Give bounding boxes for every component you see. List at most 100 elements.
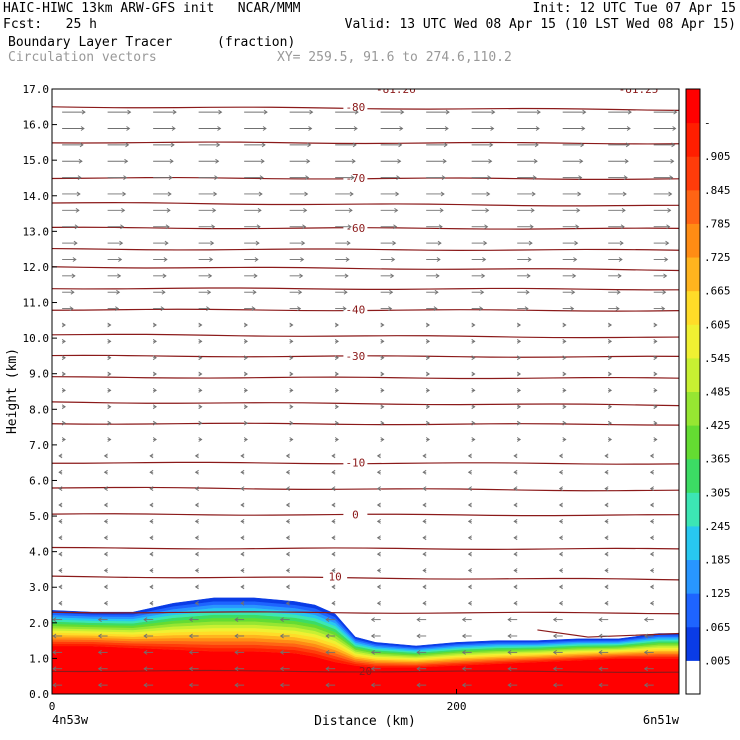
circulation-vector-head	[422, 469, 427, 475]
x-tick-label: 0	[49, 700, 56, 713]
circulation-vector-head	[240, 600, 245, 606]
circulation-vector-head	[516, 338, 522, 344]
circulation-vector-head	[123, 175, 128, 180]
circulation-vector-head	[103, 502, 108, 508]
circulation-vector-head	[103, 535, 108, 541]
circulation-vector-head	[425, 388, 430, 393]
circulation-vector-head	[343, 289, 348, 295]
circulation-vector-head	[103, 584, 108, 590]
circulation-vector-head	[467, 568, 472, 573]
circulation-vector-head	[434, 289, 439, 295]
circulation-vector-head	[643, 617, 648, 622]
colorbar-label: .845	[704, 184, 731, 197]
circulation-vector-head	[376, 453, 381, 459]
contour-label: -80	[345, 101, 365, 114]
circulation-vector-head	[143, 649, 148, 655]
circulation-vector-head	[285, 486, 290, 492]
circulation-vector-head	[607, 322, 613, 328]
colorbar-swatch	[686, 357, 700, 392]
circulation-vector-head	[58, 600, 63, 606]
circulation-vector-head	[240, 519, 245, 524]
circulation-vector-head	[558, 469, 563, 475]
colorbar-label: .785	[704, 217, 731, 230]
circulation-vector-head	[188, 633, 193, 639]
circulation-vector-head	[79, 142, 84, 148]
temperature-contour	[52, 247, 679, 251]
circulation-vector-head	[97, 649, 102, 655]
circulation-vector-head	[398, 142, 403, 148]
circulation-vector-head	[649, 519, 654, 524]
circulation-vector-head	[206, 306, 211, 311]
circulation-vector-head	[558, 551, 563, 557]
circulation-vector-head	[194, 486, 199, 492]
circulation-vector-head	[331, 453, 336, 459]
circulation-vector-head	[531, 191, 536, 197]
colorbar-swatch	[686, 525, 700, 561]
temperature-contour	[52, 611, 679, 615]
circulation-vector-head	[516, 388, 522, 393]
circulation-vector-head	[528, 240, 533, 246]
circulation-vector-head	[52, 649, 57, 655]
circulation-vector-head	[488, 158, 493, 164]
circulation-vector-head	[649, 535, 654, 541]
circulation-vector-head	[578, 175, 583, 180]
circulation-vector-head	[305, 175, 310, 180]
circulation-vector-head	[334, 437, 339, 442]
circulation-vector-head	[152, 437, 157, 442]
circulation-vector-head	[604, 502, 609, 508]
circulation-vector-head	[481, 273, 486, 279]
circulation-vector-head	[433, 306, 438, 311]
circulation-vector-head	[416, 617, 421, 622]
circulation-vector-head	[149, 584, 154, 590]
circulation-vector-head	[107, 322, 112, 328]
circulation-vector-head	[117, 273, 122, 279]
circulation-vector-head	[188, 617, 193, 622]
circulation-vector-head	[351, 158, 356, 164]
circulation-vector-head	[289, 371, 294, 377]
circulation-vector-head	[285, 568, 290, 573]
circulation-vector-head	[149, 453, 154, 459]
circulation-vector-head	[422, 535, 427, 541]
circulation-vector-head	[211, 224, 216, 230]
circulation-vector-head	[607, 371, 613, 377]
circulation-vector-head	[72, 257, 77, 262]
circulation-vector-head	[444, 126, 449, 131]
colorbar-swatch	[686, 391, 700, 426]
circulation-vector-head	[334, 338, 339, 344]
circulation-vector-head	[212, 207, 217, 213]
circulation-vector-head	[240, 551, 245, 557]
circulation-vector-head	[143, 666, 148, 672]
circulation-vector-head	[198, 355, 203, 361]
circulation-vector-head	[673, 109, 678, 115]
y-tick-label: 11.0	[23, 297, 50, 310]
circulation-vector-head	[643, 682, 648, 688]
circulation-vector-head	[285, 502, 290, 508]
circulation-vector-head	[558, 535, 563, 541]
circulation-vector-head	[194, 453, 199, 459]
circulation-vector-head	[425, 371, 430, 377]
circulation-vector-head	[507, 617, 512, 622]
circulation-vector-head	[126, 126, 131, 131]
circulation-vector-head	[607, 420, 613, 426]
x-endpoint-label: 4n53w	[52, 713, 89, 727]
circulation-vector-head	[442, 158, 447, 164]
circulation-vector-head	[467, 600, 472, 606]
circulation-vector-head	[471, 404, 476, 410]
circulation-vector-head	[653, 420, 658, 426]
circulation-vector-head	[392, 240, 397, 246]
colorbar-label: .905	[704, 150, 731, 163]
y-tick-label: 16.0	[23, 119, 50, 132]
y-tick-label: 1.0	[29, 652, 49, 665]
circulation-vector-head	[143, 633, 148, 639]
circulation-vector-head	[649, 453, 654, 459]
circulation-vector-head	[307, 142, 312, 148]
circulation-vector-head	[161, 289, 166, 295]
circulation-vector-head	[471, 322, 476, 328]
circulation-vector-head	[169, 158, 174, 164]
circulation-vector-head	[653, 338, 658, 344]
circulation-vector-head	[163, 257, 168, 262]
circulation-vector-head	[622, 191, 627, 197]
circulation-vector-head	[671, 142, 676, 148]
circulation-vector-head	[214, 175, 219, 180]
circulation-vector-head	[334, 355, 339, 361]
